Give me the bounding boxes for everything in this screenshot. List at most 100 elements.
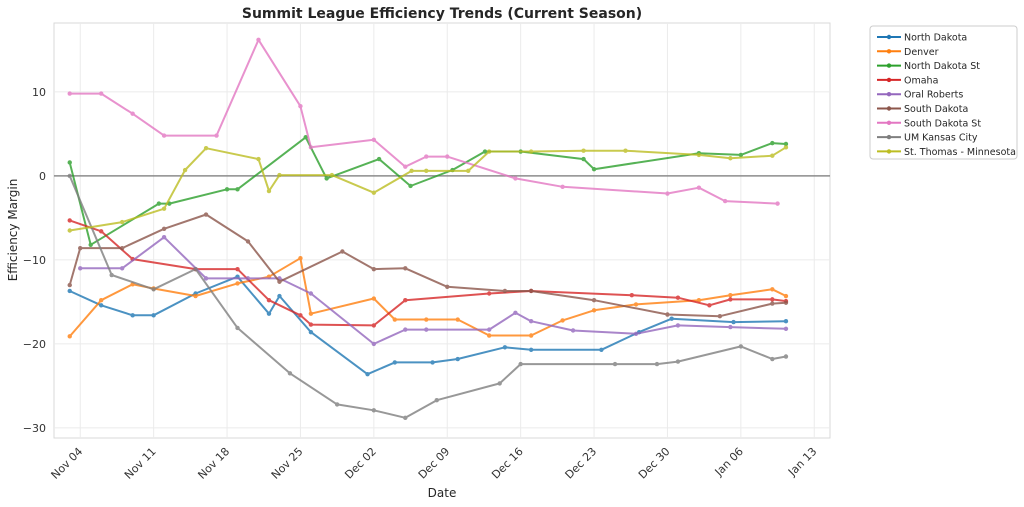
data-point — [266, 188, 272, 194]
data-point — [502, 288, 508, 294]
data-point — [203, 276, 209, 281]
data-point — [707, 303, 712, 308]
data-point — [376, 156, 382, 162]
legend-label: North Dakota St — [904, 61, 980, 72]
data-point — [513, 310, 518, 316]
data-point — [130, 111, 135, 116]
series-denver — [67, 256, 789, 339]
data-point — [675, 323, 681, 328]
data-point — [560, 318, 565, 323]
data-point — [403, 327, 408, 332]
data-point — [98, 298, 104, 303]
data-point — [88, 242, 93, 247]
data-point — [245, 239, 251, 244]
data-point — [371, 137, 377, 142]
data-point — [119, 245, 125, 251]
data-point — [528, 347, 534, 352]
data-point — [98, 303, 104, 308]
data-point — [502, 345, 508, 350]
data-point — [182, 167, 188, 173]
data-point — [675, 359, 681, 364]
data-point — [696, 185, 702, 190]
data-point — [581, 156, 586, 162]
data-point — [308, 145, 314, 150]
data-point — [424, 154, 429, 159]
data-point — [245, 276, 251, 281]
x-tick-label: Jan 13 — [785, 445, 819, 479]
data-point — [256, 156, 261, 162]
data-point — [287, 371, 293, 376]
data-point — [256, 37, 261, 43]
data-point — [612, 361, 618, 367]
data-point — [161, 133, 167, 138]
data-point — [738, 344, 744, 349]
data-point — [161, 226, 167, 232]
data-point — [430, 360, 435, 365]
data-point — [67, 282, 72, 288]
data-point — [696, 298, 702, 303]
data-point — [669, 316, 674, 321]
data-point — [308, 291, 314, 296]
data-point — [156, 201, 162, 206]
data-point — [214, 133, 219, 138]
data-point — [340, 249, 345, 254]
data-point — [518, 361, 523, 367]
series-south-dakota — [67, 212, 789, 319]
x-tick-label: Dec 02 — [342, 445, 379, 482]
data-point — [528, 288, 534, 294]
data-point — [277, 279, 282, 284]
data-point — [235, 187, 240, 192]
data-point — [783, 141, 789, 147]
data-point — [445, 154, 450, 159]
x-tick-label: Nov 11 — [122, 445, 159, 482]
legend-label: UM Kansas City — [904, 133, 978, 144]
data-point — [109, 272, 114, 278]
data-point — [770, 153, 775, 158]
data-point — [298, 256, 303, 261]
data-point — [298, 103, 303, 109]
data-point — [98, 91, 104, 96]
data-point — [696, 152, 702, 158]
data-point — [770, 287, 775, 292]
series-line — [68, 213, 787, 318]
data-point — [235, 325, 240, 331]
series-line — [69, 219, 787, 327]
data-point — [67, 160, 72, 165]
x-tick-label: Nov 04 — [49, 445, 86, 482]
legend-marker — [886, 106, 892, 111]
x-axis-label: Date — [428, 486, 457, 500]
legend-marker — [886, 49, 892, 54]
x-tick-label: Jan 06 — [712, 445, 746, 479]
data-point — [528, 333, 534, 338]
data-point — [67, 218, 72, 223]
legend-label: St. Thomas - Minnesota — [904, 147, 1016, 158]
legend-marker — [886, 63, 892, 68]
x-tick-label: Nov 18 — [195, 445, 232, 482]
data-point — [119, 219, 125, 225]
data-point — [783, 293, 789, 299]
data-point — [497, 381, 502, 386]
data-point — [455, 317, 460, 322]
x-tick-label: Nov 25 — [269, 445, 306, 482]
data-point — [783, 319, 789, 324]
data-point — [303, 135, 308, 140]
data-point — [371, 266, 377, 272]
data-point — [67, 228, 72, 233]
data-point — [783, 145, 789, 150]
data-point — [67, 288, 72, 294]
legend-marker — [886, 149, 892, 154]
data-point — [235, 281, 240, 286]
data-point — [78, 266, 83, 271]
data-point — [371, 408, 377, 413]
data-point — [67, 334, 72, 339]
legend: North Dakota Denver North Dakota St Omaha Or… — [869, 25, 1018, 160]
data-point — [591, 308, 597, 313]
data-point — [599, 347, 604, 352]
x-tick-labels: Nov 04 Nov 11 Nov 18 Nov 25 Dec 02 Dec 09 Dec … — [49, 445, 820, 482]
y-tick-label: 10 — [32, 86, 46, 99]
data-point — [770, 301, 775, 306]
x-tick-label: Dec 30 — [636, 445, 673, 482]
data-point — [193, 266, 198, 272]
data-point — [151, 287, 156, 292]
data-point — [486, 333, 492, 338]
